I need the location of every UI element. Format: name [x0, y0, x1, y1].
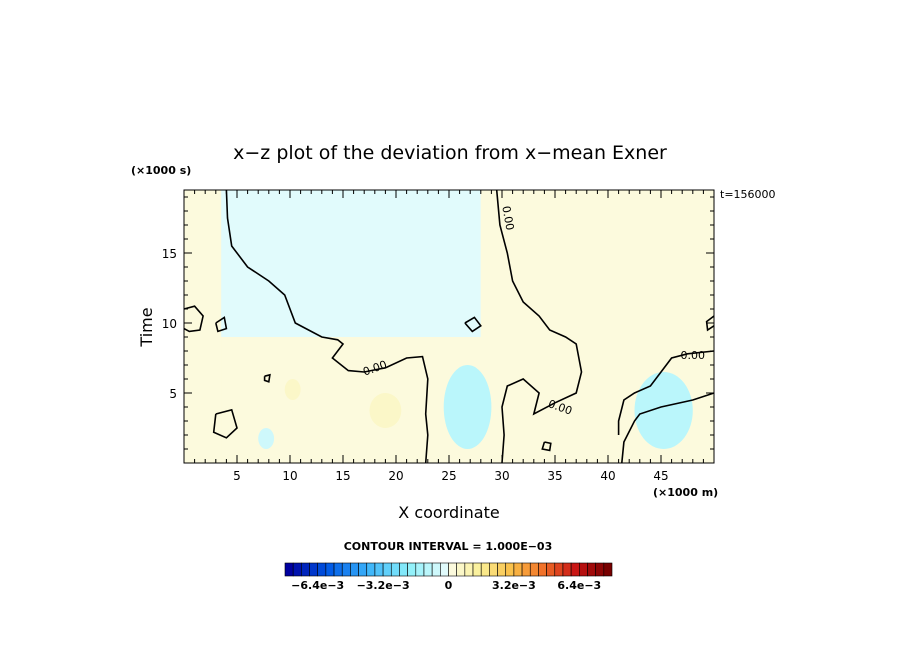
colorbar-band: [390, 562, 400, 577]
contour-label: 0.00: [499, 205, 516, 231]
zero-contour-right-upper: [617, 350, 715, 435]
colorbar-band: [456, 562, 466, 577]
colorbar-band: [538, 562, 547, 577]
colorbar-band: [423, 562, 433, 577]
colorbar-band: [570, 562, 580, 577]
x-tick-label: 10: [282, 469, 297, 483]
zero-contour-right: [621, 392, 715, 464]
x-tick-label: 25: [441, 469, 456, 483]
colorbar-band: [366, 562, 376, 577]
colorbar-tick-label: 0: [445, 579, 453, 592]
zero-contour-left: [225, 189, 429, 464]
colorbar-tick-label: −6.4e−3: [291, 579, 344, 592]
colorbar-band: [301, 562, 310, 577]
colorbar-band: [440, 562, 449, 577]
colorbar-band: [554, 562, 564, 577]
colorbar-band: [382, 562, 392, 577]
x-unit-label: (×1000 m): [653, 486, 718, 499]
colorbar-band: [521, 562, 531, 577]
colorbar-band: [595, 562, 605, 577]
x-tick-label: 15: [335, 469, 350, 483]
colorbar-tick-label: −3.2e−3: [357, 579, 410, 592]
field-region-positive: [284, 379, 301, 400]
colorbar-band: [431, 562, 441, 577]
y-tick-label: 15: [162, 247, 177, 261]
x-axis-label: X coordinate: [398, 503, 499, 522]
field-region-positive: [369, 393, 402, 428]
x-tick-label: 30: [494, 469, 509, 483]
closed-contour-a: [212, 408, 238, 439]
y-tick-label: 10: [162, 317, 177, 331]
colorbar-band: [464, 562, 474, 577]
colorbar-band: [284, 562, 294, 577]
colorbar-band: [546, 562, 556, 577]
field-region-negative: [443, 365, 492, 449]
colorbar-band: [350, 562, 359, 577]
colorbar: −6.4e−3 −3.2e−3 0 3.2e−3 6.4e−3: [284, 562, 613, 592]
colorbar-band: [292, 562, 302, 577]
zero-contour-middle: [495, 189, 583, 464]
colorbar-band: [587, 562, 596, 577]
colorbar-band: [374, 562, 384, 577]
colorbar-band: [529, 562, 539, 577]
y-tick-label: 5: [169, 387, 177, 401]
colorbar-band: [562, 562, 572, 577]
colorbar-band: [333, 562, 343, 577]
colorbar-tick-label: 3.2e−3: [492, 579, 536, 592]
colorbar-band: [407, 562, 417, 577]
closed-contour-c: [464, 316, 482, 333]
colorbar-band: [472, 562, 482, 577]
time-label: t=156000: [720, 188, 776, 201]
x-tick-label: 20: [388, 469, 403, 483]
colorbar-band: [448, 562, 457, 577]
field-region-negative: [221, 190, 481, 337]
edge-contour-right: [705, 315, 715, 332]
field-region-positive: [480, 190, 714, 337]
colorbar-band: [341, 562, 351, 577]
chart-title: x−z plot of the deviation from x−mean Ex…: [233, 142, 667, 164]
colorbar-band: [325, 562, 335, 577]
colorbar-band: [505, 562, 515, 577]
y-unit-label: (×1000 s): [131, 164, 191, 177]
colorbar-band: [513, 562, 523, 577]
colorbar-band: [480, 562, 490, 577]
x-tick-label: 40: [600, 469, 615, 483]
colorbar-band: [578, 562, 588, 577]
colorbar-band: [603, 562, 613, 577]
contour-interval-text: CONTOUR INTERVAL = 1.000E−03: [344, 540, 553, 553]
x-tick-label: 35: [547, 469, 562, 483]
field-region-negative: [258, 428, 275, 449]
colorbar-band: [415, 562, 425, 577]
colorbar-band: [309, 562, 318, 577]
closed-contour-d: [541, 441, 552, 452]
edge-contour-left: [183, 305, 204, 333]
field-region-negative: [634, 372, 693, 449]
y-axis-label: Time: [137, 307, 156, 347]
colorbar-tick-label: 6.4e−3: [557, 579, 601, 592]
closed-contour-b: [215, 316, 228, 333]
x-tick-label: 5: [233, 469, 241, 483]
colorbar-band: [399, 562, 408, 577]
closed-contour-e: [263, 373, 271, 383]
contour-label: 0.00: [681, 349, 706, 362]
x-tick-label: 45: [653, 469, 668, 483]
colorbar-band: [317, 562, 327, 577]
colorbar-band: [497, 562, 507, 577]
colorbar-band: [358, 562, 368, 577]
colorbar-band: [489, 562, 498, 577]
